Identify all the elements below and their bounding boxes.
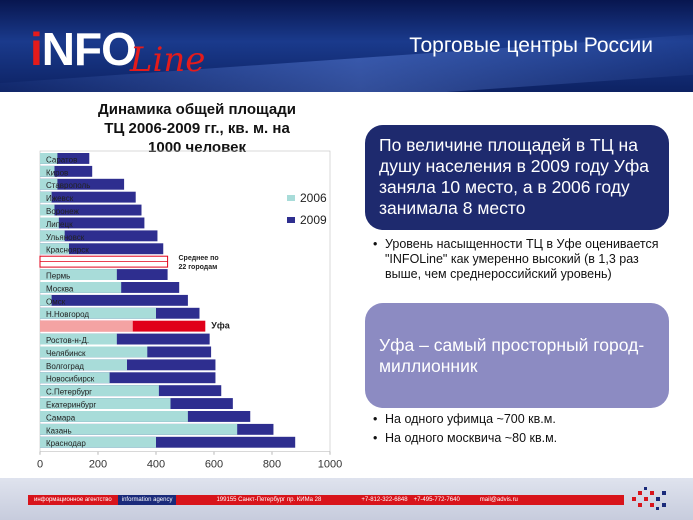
bar-2006	[40, 243, 69, 255]
bar-2009	[40, 217, 145, 229]
legend-swatch	[287, 217, 295, 223]
x-tick-label: 1000	[318, 459, 342, 471]
chart-title-line-1: Динамика общей площади	[98, 101, 296, 118]
bar-2006	[40, 204, 55, 216]
logo-nfo: NFO	[41, 23, 137, 75]
category-label: С.Петербург	[46, 388, 92, 397]
category-label: Ставрополь	[46, 181, 90, 190]
infoline-logo: iNFOLine	[30, 22, 211, 80]
bar-2006	[40, 411, 188, 422]
x-tick-label: 800	[263, 459, 281, 471]
legend-label: 2006	[300, 191, 327, 205]
bar-2009	[40, 359, 216, 371]
bar-2006	[40, 191, 52, 203]
agency-label: информационное агентство	[34, 497, 112, 503]
footer-bar: информационное агентство information age…	[0, 478, 693, 520]
chart-title: Динамика общей площади ТЦ 2006-2009 гг.,…	[62, 100, 332, 157]
category-label: Саратов	[46, 155, 77, 164]
email-text: mail@advis.ru	[479, 497, 518, 503]
x-tick-label: 600	[205, 459, 223, 471]
slide-title: Торговые центры России	[409, 34, 653, 57]
bar-2006	[40, 333, 117, 345]
footer-contact-strip: информационное агентство information age…	[28, 495, 624, 505]
bar-2006	[40, 294, 52, 306]
legend-label: 2009	[300, 213, 327, 227]
agency-en-label: information agency	[117, 495, 177, 505]
legend-swatch	[287, 195, 295, 201]
bar-2006	[40, 398, 171, 409]
bar-2009	[40, 230, 158, 242]
bar-2006	[40, 423, 238, 435]
bar-2006	[40, 165, 55, 177]
category-label: Омск	[46, 297, 66, 306]
area-chart: Саратов Киров Ставрополь Ижевск Воронеж Липец…	[37, 150, 342, 471]
category-label: Волгоград	[46, 362, 84, 371]
phone-1: +7-812-322-6848	[361, 497, 408, 503]
phone-2: +7-495-772-7640	[413, 497, 460, 503]
bar-2006	[40, 230, 65, 242]
category-label: Н.Новгород	[46, 310, 89, 319]
bar-2006	[40, 269, 117, 280]
category-label: Казань	[46, 426, 72, 435]
category-label: Ижевск	[46, 194, 74, 203]
logo-i: i	[30, 23, 43, 75]
category-label: Ульяновск	[46, 233, 85, 242]
bar-2006	[40, 282, 122, 293]
bullet-item: На одного москвича ~80 кв.м.	[373, 431, 673, 446]
category-label: Пермь	[46, 272, 70, 281]
bar-2006	[40, 153, 58, 164]
bar-2009	[40, 191, 136, 203]
bar-2009	[40, 165, 93, 177]
bar-2006	[40, 436, 156, 448]
bullet-item: Уровень насыщенности ТЦ в Уфе оцениваетс…	[373, 237, 673, 282]
bar-2006-ufa	[40, 320, 133, 332]
category-label: Красноярск	[46, 246, 89, 255]
spacious-city-callout: Уфа – самый просторный город-миллионник	[365, 303, 669, 408]
bar-2009	[40, 243, 164, 255]
x-tick-label: 0	[37, 459, 43, 471]
category-label: Москва	[46, 284, 74, 293]
logo-line: Line	[129, 40, 206, 80]
bar-2006	[40, 217, 59, 229]
bar-2006	[40, 372, 110, 384]
category-label: Киров	[46, 168, 68, 177]
bar-2009	[40, 294, 188, 306]
bar-2006	[40, 178, 58, 190]
dots-logo-icon	[632, 487, 666, 510]
category-label: Ростов-н-Д.	[46, 336, 89, 345]
ranking-callout: По величине площадей в ТЦ на душу населе…	[365, 125, 669, 230]
category-label: Челябинск	[46, 349, 86, 358]
spacious-city-text: Уфа – самый просторный город-миллионник	[379, 334, 645, 376]
bar-2006	[40, 359, 127, 371]
bar-2006	[40, 346, 148, 358]
per-capita-bullets: На одного уфимца ~700 кв.м. На одного мо…	[373, 412, 673, 450]
category-label: Екатеринбург	[46, 401, 96, 410]
address-text: 199155 Санкт-Петербург пр. КИМа 28	[216, 497, 322, 503]
bar-2006	[40, 385, 159, 397]
bar-2009	[40, 178, 125, 190]
bar-2009	[40, 436, 296, 448]
average-annotation-2: 22 городам	[179, 264, 218, 271]
x-tick-label: 400	[147, 459, 165, 471]
ufa-annotation: Уфа	[211, 321, 230, 331]
x-tick-label: 200	[89, 459, 107, 471]
bar-2009	[40, 153, 90, 164]
saturation-bullets: Уровень насыщенности ТЦ в Уфе оцениваетс…	[373, 237, 673, 282]
chart-title-line-3: 1000 человек	[148, 139, 246, 156]
header-banner: iNFOLine Торговые центры России	[0, 0, 693, 92]
category-label: Липецк	[46, 220, 73, 229]
average-annotation: Среднее по	[179, 255, 219, 262]
bar-2006	[40, 307, 156, 319]
bar-2009	[40, 204, 142, 216]
category-label: Краснодар	[46, 439, 86, 448]
category-label: Новосибирск	[46, 375, 95, 384]
bullet-item: На одного уфимца ~700 кв.м.	[373, 412, 673, 427]
chart-title-line-2: ТЦ 2006-2009 гг., кв. м. на	[104, 120, 290, 137]
bar-2009	[40, 372, 216, 384]
bar-2009	[40, 333, 210, 345]
category-label: Самара	[46, 413, 76, 422]
category-label: Воронеж	[46, 207, 79, 216]
